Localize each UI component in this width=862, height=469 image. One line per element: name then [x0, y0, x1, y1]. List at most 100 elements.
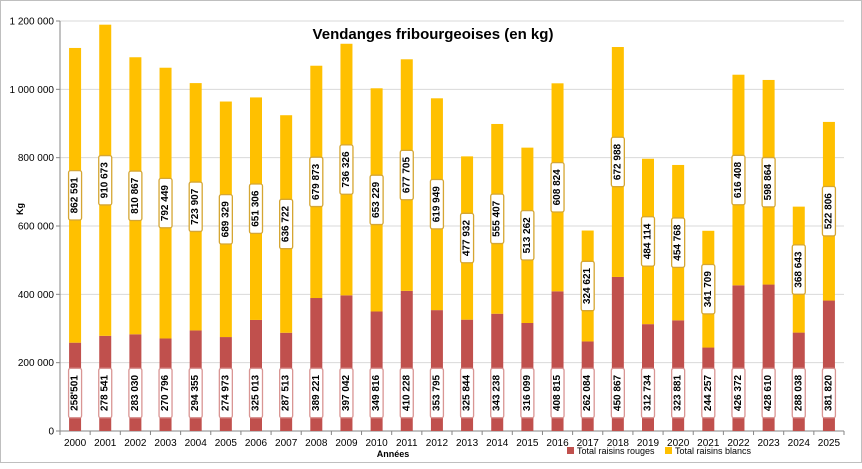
- data-label-white-2000: 862 591: [70, 177, 81, 214]
- data-label-red-2008: 389 221: [311, 374, 322, 411]
- data-label-white-2002: 810 867: [130, 177, 141, 214]
- data-label-red-2007: 287 513: [281, 374, 292, 411]
- data-label-red-2015: 316 099: [522, 374, 533, 411]
- data-label-white-2020: 454 768: [673, 224, 684, 261]
- data-label-white-2008: 679 873: [311, 163, 322, 200]
- data-label-white-2021: 341 709: [703, 271, 714, 308]
- data-label-red-2025-box: [821, 367, 837, 419]
- x-tick-label-2020: 2020: [667, 438, 690, 449]
- data-label-white-2019-box: [640, 216, 656, 267]
- data-label-red-2009: 397 042: [341, 374, 352, 411]
- x-tick-label-2010: 2010: [365, 438, 388, 449]
- data-label-white-2018-box: [610, 136, 625, 188]
- data-label-white-2004: 723 907: [190, 188, 201, 225]
- data-label-white-2020-box: [671, 217, 686, 269]
- data-label-red-2013-box: [459, 367, 475, 419]
- data-label-red-2019: 312 734: [643, 374, 654, 411]
- x-tick-label-2018: 2018: [607, 438, 630, 449]
- data-label-red-2008-box: [309, 367, 324, 419]
- data-label-white-2016: 608 824: [552, 169, 563, 206]
- data-label-red-2021-box: [701, 367, 716, 419]
- x-tick-label-2015: 2015: [516, 438, 539, 449]
- chart-title: Vendanges fribourgeoises (en kg): [313, 26, 554, 43]
- data-label-white-2024-box: [791, 244, 806, 295]
- data-label-red-2025: 381 820: [823, 374, 834, 411]
- data-label-white-2014: 555 407: [492, 200, 503, 237]
- data-label-red-2017-box: [580, 367, 595, 419]
- data-label-red-2010: 349 816: [371, 374, 382, 411]
- data-label-white-2015: 513 262: [522, 217, 533, 254]
- data-label-red-2001: 278 541: [100, 374, 111, 411]
- data-label-white-2002-box: [128, 170, 143, 222]
- x-tick-label-2024: 2024: [788, 438, 811, 449]
- data-label-white-2019: 484 114: [643, 223, 654, 259]
- legend-swatch-white: [665, 447, 672, 454]
- data-label-white-2023: 598 864: [763, 164, 774, 201]
- data-label-red-2013: 325 844: [462, 374, 473, 411]
- x-tick-label-2016: 2016: [546, 438, 569, 449]
- legend-label-white: Total raisins blancs: [675, 446, 752, 456]
- data-label-white-2025: 522 806: [823, 193, 834, 230]
- data-label-red-2010-box: [369, 367, 384, 419]
- data-label-white-2006-box: [248, 183, 264, 235]
- data-label-red-2002: 283 030: [130, 374, 141, 411]
- data-label-red-2000: 258'501: [70, 375, 81, 411]
- data-label-red-2018-box: [610, 367, 625, 419]
- x-tick-label-2008: 2008: [305, 438, 328, 449]
- data-label-white-2017-box: [580, 260, 595, 312]
- x-tick-label-2011: 2011: [396, 438, 418, 449]
- data-label-white-2007-box: [279, 198, 294, 250]
- data-label-white-2001: 910 673: [100, 162, 111, 199]
- data-label-white-2001-box: [98, 154, 113, 206]
- data-label-red-2023-box: [761, 367, 776, 419]
- data-label-white-2022-box: [731, 154, 746, 206]
- y-tick-label: 0: [48, 427, 54, 438]
- data-label-red-2017: 262 084: [582, 374, 593, 411]
- data-label-red-2022: 426 372: [733, 374, 744, 411]
- x-tick-label-2005: 2005: [215, 438, 238, 449]
- data-label-white-2003: 792 449: [160, 185, 171, 222]
- data-label-red-2012: 353 795: [431, 374, 442, 411]
- data-label-white-2009: 736 326: [341, 151, 352, 188]
- data-label-white-2015-box: [520, 209, 535, 261]
- data-label-red-2015-box: [520, 367, 535, 419]
- x-tick-label-2023: 2023: [757, 438, 780, 449]
- data-label-red-2016-box: [550, 367, 565, 419]
- y-tick-label: 200 000: [18, 358, 55, 369]
- data-label-red-2012-box: [429, 367, 445, 419]
- data-label-white-2011-box: [399, 149, 414, 201]
- data-label-red-2022-box: [731, 367, 746, 419]
- data-label-red-2005: 274 973: [220, 374, 231, 411]
- x-tick-label-2006: 2006: [245, 438, 268, 449]
- data-label-white-2012: 619 949: [431, 186, 442, 223]
- y-tick-label: 600 000: [18, 222, 55, 233]
- data-label-white-2009-box: [339, 144, 354, 195]
- data-label-white-2007: 636 722: [281, 205, 292, 242]
- data-label-red-2024: 288 038: [793, 374, 804, 411]
- data-label-white-2017: 324 621: [582, 267, 593, 304]
- data-label-red-2003-box: [158, 367, 173, 419]
- data-label-red-2014: 343 238: [492, 374, 503, 411]
- legend: Total raisins rouges Total raisins blanc…: [567, 446, 752, 456]
- data-label-white-2025-box: [821, 185, 837, 237]
- data-label-white-2012-box: [429, 178, 445, 230]
- y-tick-label: 1 200 000: [10, 17, 55, 28]
- y-tick-label: 1 000 000: [10, 85, 55, 96]
- data-label-white-2024: 368 643: [793, 251, 804, 288]
- data-label-red-2014-box: [490, 367, 505, 419]
- x-tick-label-2025: 2025: [818, 438, 841, 449]
- x-tick-label-2021: 2021: [697, 438, 720, 449]
- data-label-white-2005-box: [218, 193, 233, 245]
- x-tick-label-2002: 2002: [124, 438, 147, 449]
- data-label-red-2011-box: [399, 367, 414, 419]
- x-tick-label-2013: 2013: [456, 438, 479, 449]
- x-tick-label-2003: 2003: [154, 438, 177, 449]
- x-tick-label-2017: 2017: [577, 438, 600, 449]
- data-label-red-2024-box: [791, 367, 806, 419]
- data-label-red-2021: 244 257: [703, 374, 714, 411]
- y-tick-label: 400 000: [18, 290, 55, 301]
- y-tick-label: 800 000: [18, 153, 55, 164]
- data-label-red-2009-box: [339, 367, 354, 419]
